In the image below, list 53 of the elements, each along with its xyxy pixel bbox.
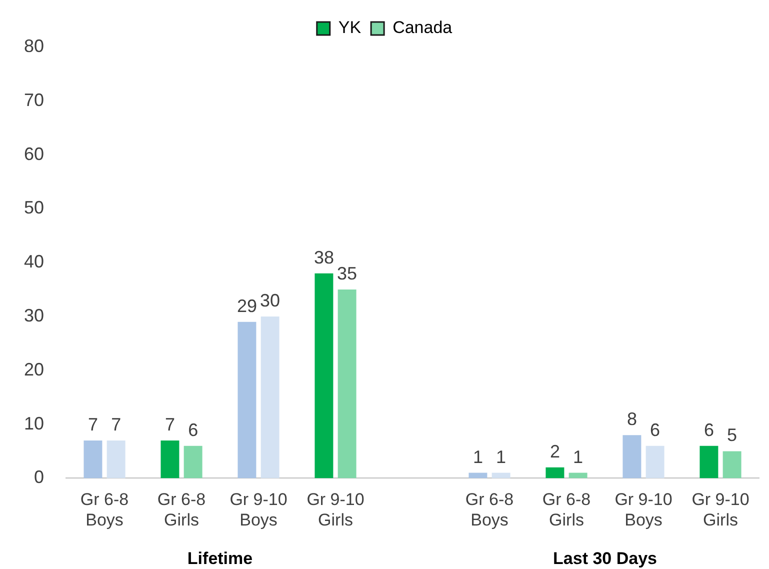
y-tick-label: 0 (34, 467, 44, 488)
y-tick-label: 50 (24, 198, 44, 218)
y-tick-label: 30 (24, 305, 44, 326)
y-tick-label: 80 (24, 36, 44, 56)
x-tick-label: Gr 9-10 Girls (692, 490, 750, 530)
data-label: 30 (260, 290, 280, 310)
bar (184, 446, 202, 478)
data-label: 1 (496, 446, 506, 467)
bar (314, 273, 334, 478)
bar (722, 451, 742, 478)
bar (492, 472, 510, 478)
data-label: 7 (111, 414, 122, 434)
bar (238, 322, 256, 478)
bar (160, 440, 180, 478)
bar (106, 440, 126, 478)
data-label: 2 (550, 441, 560, 462)
x-tick-label: Gr 6-8 Girls (157, 490, 206, 530)
data-label: 8 (626, 409, 637, 430)
bar (546, 467, 564, 478)
bar (338, 290, 356, 478)
x-tick-label: Gr 6-8 Boys (80, 490, 129, 530)
data-label: 7 (88, 414, 98, 434)
bar (260, 316, 280, 478)
data-label: 29 (236, 296, 257, 316)
y-tick-label: 40 (24, 252, 44, 272)
y-tick-label: 10 (24, 413, 44, 434)
bar (622, 435, 642, 478)
data-label: 5 (727, 425, 738, 446)
x-tick-label: Gr 6-8 Boys (465, 490, 514, 530)
data-label: 6 (650, 420, 660, 440)
bar (84, 440, 102, 478)
data-label: 35 (337, 264, 358, 284)
data-label: 1 (472, 446, 483, 467)
data-label: 7 (164, 414, 175, 434)
bar (646, 446, 664, 478)
legend-label: Canada (392, 18, 453, 38)
data-label: 1 (573, 446, 584, 467)
text: Last 30 Days (553, 549, 657, 568)
data-label: 6 (188, 420, 198, 440)
y-tick-label: 70 (24, 90, 44, 110)
x-tick-label: Gr 6-8 Girls (542, 490, 591, 530)
x-tick-label: Gr 9-10 Girls (306, 490, 364, 530)
legend-label: YK (338, 18, 362, 38)
bar (700, 446, 718, 478)
data-label: 38 (314, 247, 334, 268)
text: Lifetime (187, 549, 253, 568)
y-tick-label: 60 (24, 144, 44, 164)
x-tick-label: Gr 9-10 Boys (614, 490, 672, 530)
bar (468, 472, 488, 478)
y-tick-label: 20 (24, 359, 44, 380)
x-tick-label: Gr 9-10 Boys (230, 490, 288, 530)
bar (568, 472, 588, 478)
data-label: 6 (704, 420, 714, 440)
